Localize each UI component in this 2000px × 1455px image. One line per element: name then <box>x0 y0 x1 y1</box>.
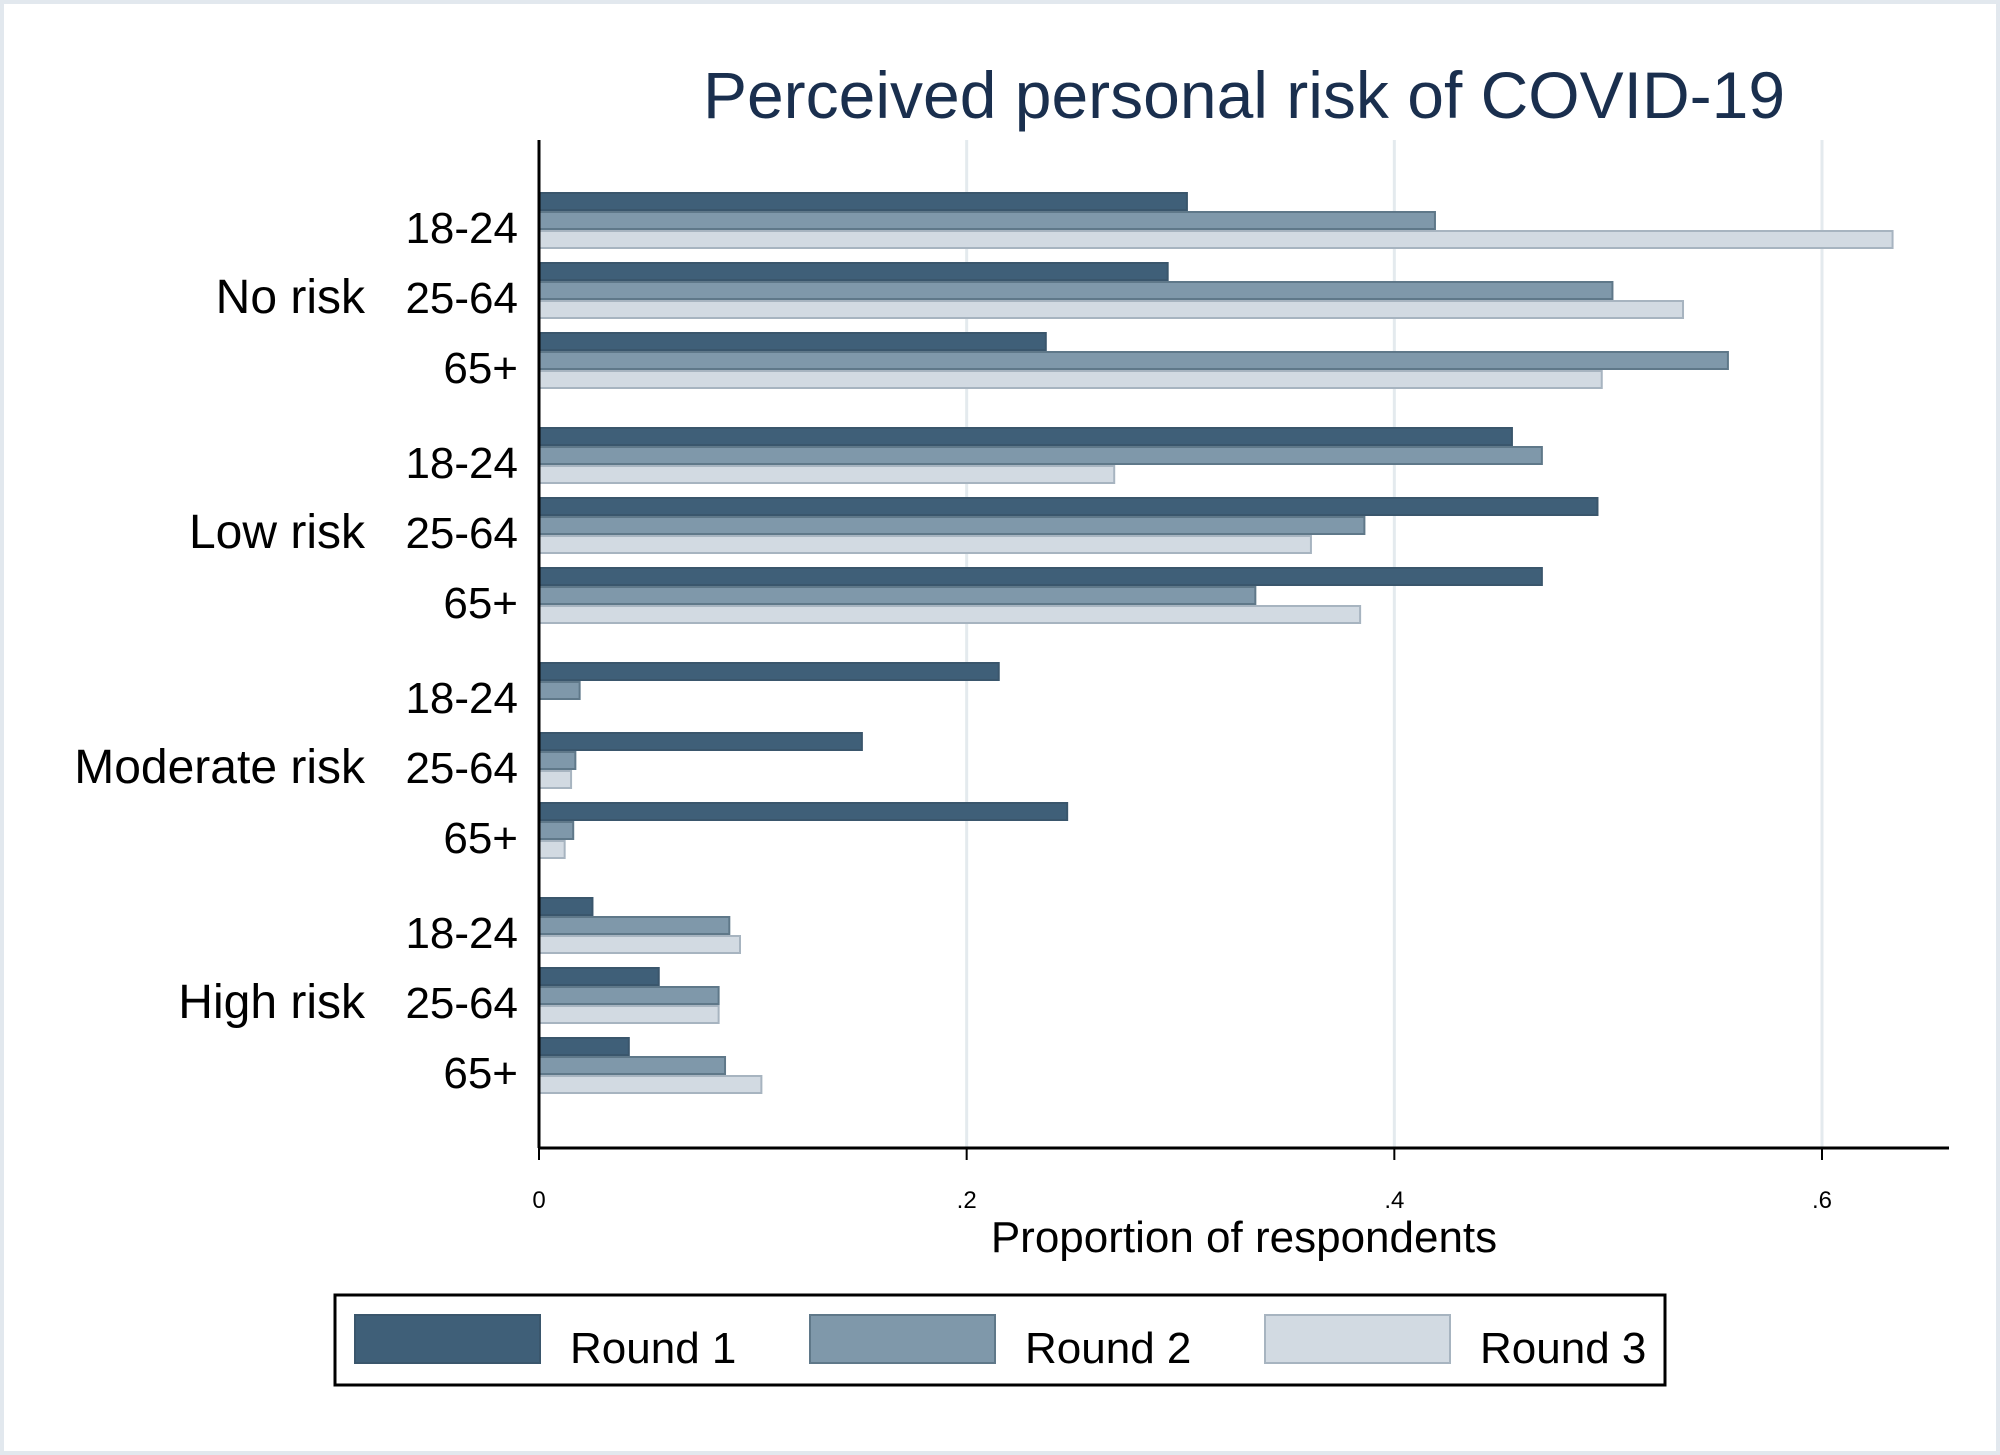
bar-0-1-1 <box>538 281 1614 300</box>
bar-2-0-1 <box>538 681 581 700</box>
bar-1-0-1 <box>538 446 1543 465</box>
x-tick-label-1: .2 <box>957 1187 977 1214</box>
legend-swatch-3 <box>1264 1314 1451 1364</box>
bar-2-1-2 <box>538 770 573 789</box>
age-label-3-2: 65+ <box>443 1049 518 1098</box>
group-label-2: Moderate risk <box>74 741 366 794</box>
bar-0-0-2 <box>538 230 1894 249</box>
legend: Round 1 Round 2 Round 3 <box>333 1293 1667 1387</box>
bar-3-0-1 <box>538 916 731 935</box>
x-tick-label-2: .4 <box>1384 1187 1404 1214</box>
age-label-3-1: 25-64 <box>405 979 518 1028</box>
age-label-1-0: 18-24 <box>405 439 518 488</box>
x-tick-label-0: 0 <box>532 1187 545 1214</box>
chart-title: Perceived personal risk of COVID-19 <box>703 58 1785 132</box>
bar-0-2-1 <box>538 351 1729 370</box>
bar-1-2-0 <box>538 567 1543 586</box>
group-label-1: Low risk <box>189 506 366 559</box>
age-label-2-0: 18-24 <box>405 674 518 723</box>
legend-swatch-1 <box>354 1314 541 1364</box>
bar-2-0-0 <box>538 662 1000 681</box>
bar-2-1-1 <box>538 751 577 770</box>
bar-0-0-0 <box>538 192 1188 211</box>
bar-1-1-2 <box>538 535 1312 554</box>
x-tick-label-3: .6 <box>1812 1187 1832 1214</box>
ticks-layer: 0 .2 .4 .6 <box>532 1148 1832 1214</box>
age-label-3-0: 18-24 <box>405 909 518 958</box>
age-label-1-1: 25-64 <box>405 509 518 558</box>
bar-1-0-0 <box>538 427 1513 446</box>
group-label-0: No risk <box>216 271 366 324</box>
bar-3-2-0 <box>538 1037 630 1056</box>
bar-0-2-2 <box>538 370 1603 389</box>
age-label-0-2: 65+ <box>443 344 518 393</box>
age-label-0-0: 18-24 <box>405 204 518 253</box>
legend-items: Round 1 Round 2 Round 3 <box>354 1314 1646 1373</box>
bar-1-1-0 <box>538 497 1599 516</box>
bar-1-2-1 <box>538 586 1257 605</box>
bar-3-0-2 <box>538 935 742 954</box>
x-axis-title: Proportion of respondents <box>991 1213 1497 1262</box>
bar-3-1-2 <box>538 1005 720 1024</box>
bar-0-1-0 <box>538 262 1169 281</box>
legend-label-3: Round 3 <box>1480 1324 1646 1373</box>
bar-1-2-2 <box>538 605 1362 624</box>
age-label-2-1: 25-64 <box>405 744 518 793</box>
bars-layer <box>538 192 1894 1094</box>
bar-0-1-2 <box>538 300 1685 319</box>
legend-label-1: Round 1 <box>570 1324 736 1373</box>
age-label-1-2: 65+ <box>443 579 518 628</box>
group-label-3: High risk <box>178 976 366 1029</box>
bar-1-1-1 <box>538 516 1366 535</box>
bar-3-1-1 <box>538 986 720 1005</box>
bar-2-2-2 <box>538 840 566 859</box>
bar-3-1-0 <box>538 967 660 986</box>
bar-0-2-0 <box>538 332 1047 351</box>
bar-0-0-1 <box>538 211 1436 230</box>
bar-1-0-2 <box>538 465 1116 484</box>
legend-label-2: Round 2 <box>1025 1324 1191 1373</box>
legend-swatch-2 <box>809 1314 996 1364</box>
bar-2-1-0 <box>538 732 863 751</box>
bar-3-0-0 <box>538 897 594 916</box>
bar-2-2-1 <box>538 821 575 840</box>
labels-layer: 18-24 25-64 65+ No risk 18-24 25-64 65+ Low ris… <box>74 204 518 1098</box>
bar-3-2-2 <box>538 1075 763 1094</box>
bar-3-2-1 <box>538 1056 727 1075</box>
bar-2-2-0 <box>538 802 1069 821</box>
age-label-0-1: 25-64 <box>405 274 518 323</box>
age-label-2-2: 65+ <box>443 814 518 863</box>
